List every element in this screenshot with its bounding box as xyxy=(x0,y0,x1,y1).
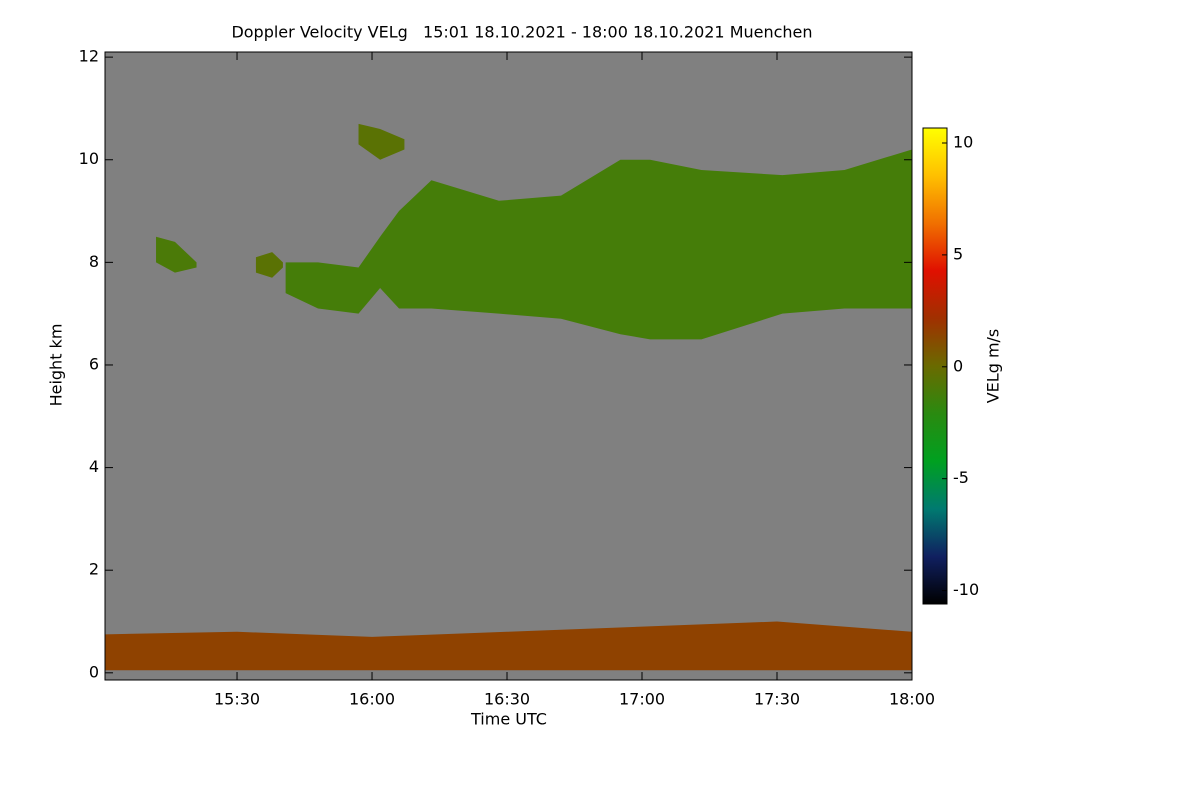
x-tick-label: 15:30 xyxy=(214,690,260,709)
echo-region xyxy=(285,149,912,340)
x-tick-label: 16:30 xyxy=(484,690,530,709)
y-tick-label: 0 xyxy=(89,662,99,681)
echo-region xyxy=(105,621,912,671)
colorbar-tick-label: -5 xyxy=(953,468,969,487)
y-tick-label: 6 xyxy=(89,354,99,373)
y-tick-label: 12 xyxy=(79,47,99,66)
x-tick-label: 16:00 xyxy=(349,690,395,709)
y-tick-label: 10 xyxy=(79,149,99,168)
echo-region xyxy=(358,123,405,160)
colorbar-tick-label: 0 xyxy=(953,356,963,375)
colorbar xyxy=(922,127,948,605)
echo-region xyxy=(255,252,283,278)
y-tick-label: 2 xyxy=(89,560,99,579)
colorbar-tick-label: 10 xyxy=(953,132,973,151)
echo-region xyxy=(156,236,197,273)
x-tick-label: 17:00 xyxy=(619,690,665,709)
chart-title: Doppler Velocity VELg 15:01 18.10.2021 -… xyxy=(231,23,812,42)
colorbar-tick-label: 5 xyxy=(953,244,963,263)
x-axis-label: Time UTC xyxy=(470,710,547,729)
colorbar-label: VELg m/s xyxy=(984,329,1003,404)
x-tick-label: 17:30 xyxy=(754,690,800,709)
colorbar-tick-label: -10 xyxy=(953,580,979,599)
y-tick-label: 4 xyxy=(89,457,99,476)
x-tick-label: 18:00 xyxy=(889,690,935,709)
plot-background xyxy=(105,52,912,680)
y-axis-label: Height km xyxy=(47,324,66,407)
y-tick-label: 8 xyxy=(89,252,99,271)
plot-frame xyxy=(104,51,913,681)
